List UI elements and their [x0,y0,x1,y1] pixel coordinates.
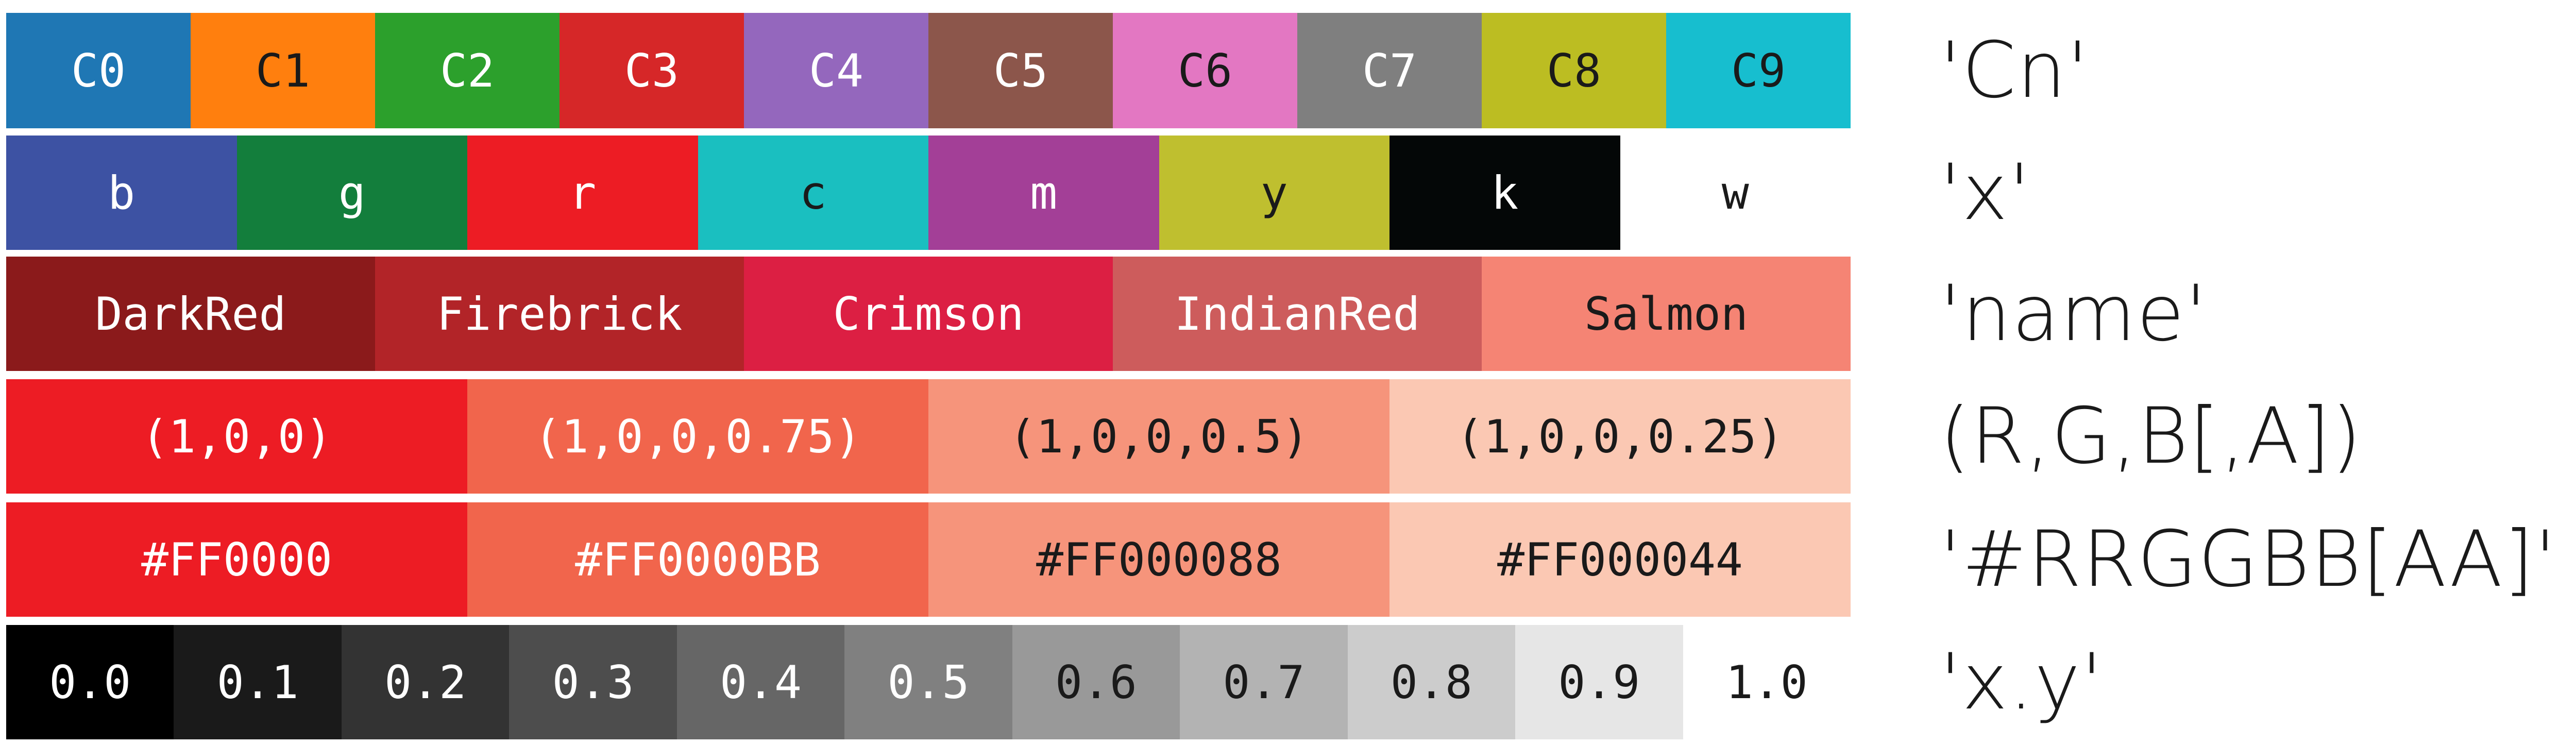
swatch-0-2: C2 [375,13,560,128]
row-name-label: 'name' [1940,269,2208,359]
swatch-5-6: 0.6 [1012,625,1180,739]
swatch-5-0: 0.0 [6,625,174,739]
swatch-5-4: 0.4 [676,625,845,739]
swatch-2-4: Salmon [1482,257,1851,371]
swatch-5-9: 0.9 [1515,625,1683,739]
swatch-1-3: c [698,136,928,250]
swatch-1-7: w [1620,136,1851,250]
swatch-4-3: #FF000044 [1389,502,1851,617]
swatch-2-0: DarkRed [6,257,375,371]
swatch-5-3: 0.3 [509,625,677,739]
swatch-5-5: 0.5 [844,625,1012,739]
row-rgba-label: (R,G,B[,A]) [1940,392,2363,481]
row-gray-swatches: 0.0 0.1 0.2 0.3 0.4 0.5 0.6 0.7 0.8 0.9 1.0 [6,625,1851,739]
swatch-1-5: y [1159,136,1389,250]
swatch-1-4: m [928,136,1159,250]
swatch-5-10: 1.0 [1683,625,1851,739]
row-gray-label: 'x.y' [1940,637,2104,727]
swatch-0-4: C4 [744,13,928,128]
swatch-2-3: IndianRed [1113,257,1482,371]
swatch-2-1: Firebrick [375,257,744,371]
swatch-0-5: C5 [928,13,1113,128]
swatch-4-2: #FF000088 [928,502,1389,617]
swatch-1-2: r [467,136,698,250]
swatch-4-1: #FF0000BB [467,502,928,617]
row-hex-label: '#RRGGBB[AA]' [1940,515,2557,604]
swatch-0-1: C1 [191,13,375,128]
row-rgba-swatches: (1,0,0) (1,0,0,0.75) (1,0,0,0.5) (1,0,0,0.2… [6,379,1851,494]
swatch-5-2: 0.2 [341,625,510,739]
swatch-1-1: g [236,136,467,250]
swatch-0-9: C9 [1666,13,1851,128]
swatch-0-6: C6 [1113,13,1297,128]
row-hex-swatches: #FF0000 #FF0000BB #FF000088 #FF000044 [6,502,1851,617]
row-name-swatches: DarkRed Firebrick Crimson IndianRed Salmon [6,257,1851,371]
swatch-1-0: b [6,136,237,250]
swatch-2-2: Crimson [744,257,1113,371]
swatch-3-1: (1,0,0,0.75) [467,379,928,494]
swatch-5-7: 0.7 [1180,625,1348,739]
swatch-0-8: C8 [1482,13,1666,128]
swatch-3-2: (1,0,0,0.5) [928,379,1389,494]
swatch-0-3: C3 [560,13,744,128]
row-cn-label: 'Cn' [1940,26,2090,115]
swatch-4-0: #FF0000 [6,502,467,617]
swatch-0-7: C7 [1297,13,1482,128]
swatch-1-6: k [1389,136,1620,250]
swatch-3-3: (1,0,0,0.25) [1389,379,1851,494]
row-x-label: 'x' [1940,148,2031,238]
swatch-5-8: 0.8 [1347,625,1516,739]
swatch-0-0: C0 [6,13,191,128]
row-cn-swatches: C0 C1 C2 C3 C4 C5 C6 C7 C8 C9 [6,13,1851,128]
swatch-3-0: (1,0,0) [6,379,467,494]
swatch-5-1: 0.1 [174,625,342,739]
